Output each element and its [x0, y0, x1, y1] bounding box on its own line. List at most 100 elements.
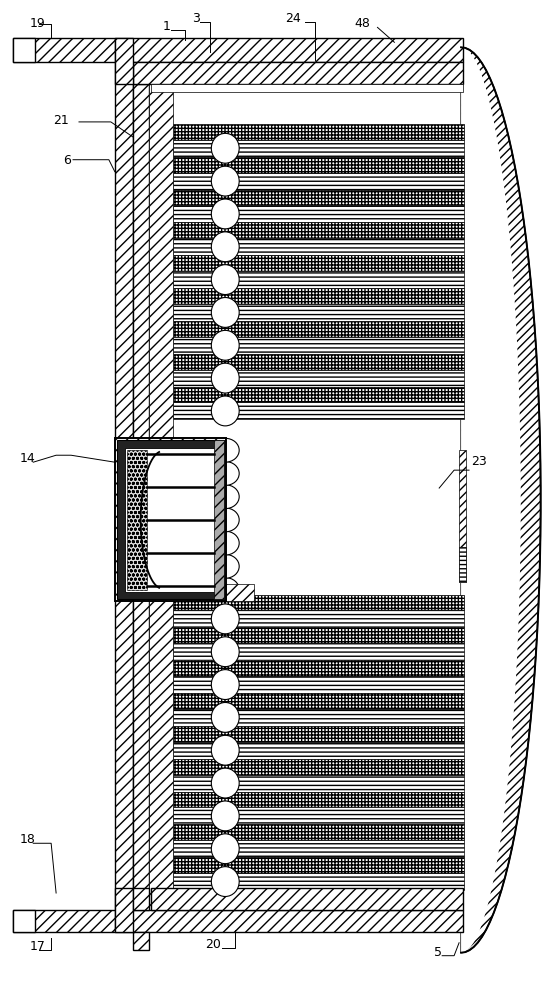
Bar [173, 288, 464, 304]
Text: 19: 19 [29, 17, 45, 30]
Bar [173, 222, 464, 238]
Ellipse shape [211, 485, 239, 509]
Bar [173, 321, 464, 337]
Bar [115, 38, 133, 84]
Ellipse shape [211, 578, 239, 601]
Ellipse shape [211, 554, 239, 578]
Ellipse shape [211, 462, 239, 485]
Bar [115, 38, 463, 62]
Bar [13, 38, 35, 62]
Ellipse shape [211, 508, 239, 532]
Text: 17: 17 [29, 940, 45, 953]
Ellipse shape [211, 133, 239, 163]
Bar [173, 370, 464, 387]
Text: 23: 23 [471, 455, 487, 468]
Bar [127, 450, 147, 590]
Bar [173, 205, 464, 222]
Ellipse shape [211, 298, 239, 327]
Bar [173, 140, 464, 157]
Bar [173, 157, 464, 173]
Bar [173, 271, 464, 288]
Ellipse shape [211, 438, 239, 462]
Bar [173, 643, 464, 660]
Bar [211, 438, 226, 601]
Bar [173, 857, 464, 873]
Ellipse shape [211, 265, 239, 295]
Bar [173, 610, 464, 627]
Ellipse shape [211, 166, 239, 196]
Text: 18: 18 [19, 833, 35, 846]
Ellipse shape [211, 637, 239, 667]
Text: 6: 6 [63, 154, 71, 167]
Bar [173, 595, 464, 610]
Bar [117, 440, 225, 599]
Bar [459, 547, 466, 582]
Bar [13, 910, 115, 932]
Text: 3: 3 [192, 12, 200, 25]
Bar [173, 627, 464, 643]
Bar [115, 910, 463, 932]
Bar [133, 84, 149, 910]
Ellipse shape [211, 768, 239, 798]
Bar [173, 660, 464, 676]
Bar [149, 450, 173, 601]
Text: 1: 1 [163, 20, 170, 33]
Bar [215, 440, 225, 599]
Bar [173, 190, 464, 205]
Bar [133, 888, 149, 910]
Ellipse shape [211, 396, 239, 426]
Bar [150, 888, 463, 910]
Bar [173, 124, 464, 140]
Text: 24: 24 [285, 12, 301, 25]
Bar [173, 807, 464, 824]
Bar [173, 726, 464, 742]
Bar [173, 354, 464, 370]
Bar [115, 888, 133, 932]
Text: 5: 5 [434, 946, 442, 959]
Bar [115, 62, 133, 910]
Bar [173, 840, 464, 857]
Ellipse shape [211, 801, 239, 831]
Ellipse shape [211, 834, 239, 864]
Bar [459, 450, 466, 547]
Bar [115, 438, 226, 601]
Bar [173, 337, 464, 354]
Bar [173, 304, 464, 321]
Bar [173, 709, 464, 726]
Text: 20: 20 [205, 938, 221, 951]
Bar [226, 584, 254, 601]
Ellipse shape [211, 604, 239, 634]
Bar [173, 792, 464, 807]
Bar [149, 601, 173, 910]
Bar [13, 38, 115, 62]
Text: 21: 21 [53, 114, 69, 127]
Bar [173, 693, 464, 709]
Polygon shape [461, 47, 521, 953]
Bar [173, 873, 464, 890]
Bar [125, 448, 216, 592]
Bar [133, 932, 149, 950]
Ellipse shape [211, 363, 239, 393]
Ellipse shape [211, 330, 239, 360]
Bar [173, 759, 464, 775]
Ellipse shape [211, 867, 239, 896]
Text: 48: 48 [354, 17, 371, 30]
Bar [459, 547, 466, 582]
Ellipse shape [211, 531, 239, 555]
Bar [173, 402, 464, 419]
Ellipse shape [211, 232, 239, 262]
Bar [173, 742, 464, 759]
Polygon shape [461, 47, 541, 953]
Bar [173, 255, 464, 271]
Ellipse shape [211, 670, 239, 699]
Text: 14: 14 [19, 452, 35, 465]
Bar [133, 62, 463, 84]
Bar [149, 84, 173, 450]
Ellipse shape [211, 702, 239, 732]
Bar [13, 910, 35, 932]
Bar [173, 676, 464, 693]
Ellipse shape [211, 735, 239, 765]
Bar [173, 775, 464, 792]
Bar [173, 173, 464, 190]
Bar [173, 238, 464, 255]
